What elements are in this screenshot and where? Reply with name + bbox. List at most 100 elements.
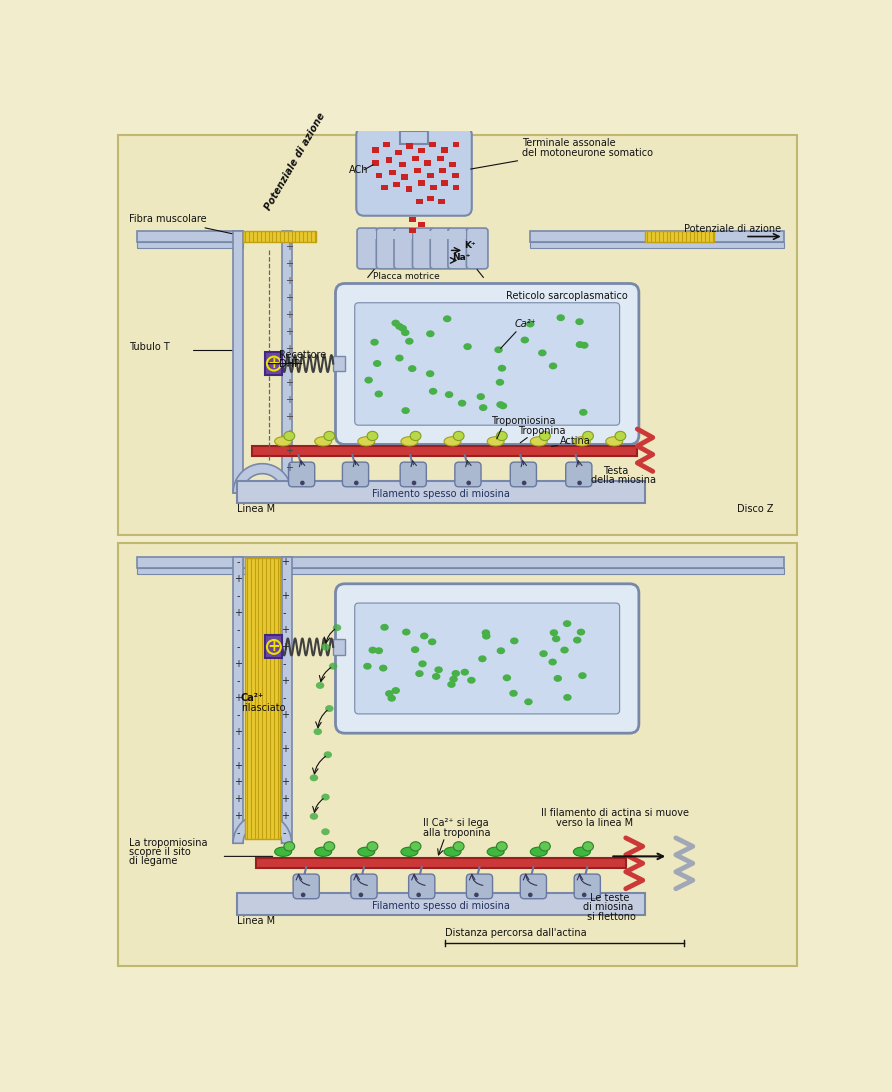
Ellipse shape [497, 431, 508, 440]
Text: +: + [281, 625, 289, 636]
Ellipse shape [540, 842, 550, 851]
Ellipse shape [450, 676, 458, 682]
Ellipse shape [447, 681, 456, 688]
Ellipse shape [368, 842, 378, 851]
Text: +: + [281, 744, 289, 753]
Text: +: + [285, 344, 293, 354]
Bar [381, 185, 388, 190]
Text: Tubulo T: Tubulo T [129, 343, 169, 353]
Ellipse shape [411, 646, 419, 653]
Ellipse shape [428, 639, 436, 645]
Text: Potenziale di azione: Potenziale di azione [263, 111, 327, 212]
Bar [530, 242, 784, 248]
Text: +: + [285, 310, 293, 320]
Bar [414, 168, 421, 174]
Text: +: + [235, 811, 243, 821]
Bar [376, 173, 383, 178]
Text: +: + [285, 429, 293, 439]
Text: ACh: ACh [349, 165, 368, 176]
Text: +: + [281, 778, 289, 787]
Ellipse shape [531, 437, 547, 446]
Bar [372, 161, 378, 166]
Ellipse shape [432, 673, 441, 680]
Bar [417, 199, 424, 204]
Text: +: + [281, 794, 289, 805]
Bar [416, 232, 431, 239]
Bar [389, 169, 395, 175]
Bar [136, 568, 784, 573]
FancyBboxPatch shape [430, 228, 451, 269]
Ellipse shape [315, 437, 332, 446]
Bar [399, 162, 406, 167]
Text: -: - [283, 658, 286, 669]
Bar [645, 232, 714, 242]
Ellipse shape [606, 437, 623, 446]
Text: alla troponina: alla troponina [424, 829, 491, 839]
Text: Terminale assonale: Terminale assonale [522, 139, 615, 149]
Ellipse shape [549, 629, 558, 637]
Circle shape [354, 480, 359, 485]
Ellipse shape [405, 337, 414, 345]
Text: Potenziale di azione: Potenziale di azione [683, 224, 780, 234]
Text: +: + [235, 794, 243, 805]
Circle shape [417, 892, 421, 898]
Text: -: - [236, 828, 240, 839]
Text: Filamento spesso di miosina: Filamento spesso di miosina [372, 901, 510, 911]
Bar [244, 232, 317, 242]
Ellipse shape [375, 648, 383, 654]
Ellipse shape [401, 407, 410, 414]
FancyBboxPatch shape [351, 874, 377, 899]
Bar [451, 173, 458, 178]
Text: +: + [281, 811, 289, 821]
Ellipse shape [494, 346, 503, 353]
Circle shape [577, 480, 582, 485]
Text: +: + [285, 294, 293, 304]
Text: Recettore: Recettore [279, 351, 326, 360]
Text: +: + [285, 378, 293, 388]
Bar [372, 147, 378, 153]
Bar [282, 557, 292, 843]
Ellipse shape [554, 675, 562, 681]
Ellipse shape [380, 624, 389, 631]
Ellipse shape [373, 360, 382, 367]
Text: -: - [236, 744, 240, 753]
FancyBboxPatch shape [566, 462, 592, 487]
Ellipse shape [325, 705, 334, 712]
Ellipse shape [379, 665, 387, 672]
Ellipse shape [315, 847, 332, 856]
Bar [406, 187, 412, 192]
Text: Linea M: Linea M [237, 916, 275, 926]
Ellipse shape [563, 695, 572, 701]
Text: -: - [283, 760, 286, 771]
Bar [360, 232, 376, 239]
Text: +: + [235, 574, 243, 584]
Text: Actina: Actina [560, 436, 591, 446]
Bar [282, 232, 292, 492]
Bar [256, 858, 626, 868]
Ellipse shape [444, 437, 461, 446]
Ellipse shape [324, 431, 334, 440]
Ellipse shape [418, 661, 426, 667]
Text: +: + [281, 676, 289, 686]
Ellipse shape [443, 316, 451, 322]
Ellipse shape [463, 343, 472, 351]
Ellipse shape [540, 431, 550, 440]
Bar [397, 232, 412, 239]
Bar [136, 242, 244, 248]
Text: Disco Z: Disco Z [738, 505, 774, 514]
Ellipse shape [426, 330, 434, 337]
Ellipse shape [321, 794, 330, 800]
Text: +: + [285, 446, 293, 455]
Ellipse shape [487, 437, 504, 446]
Text: +: + [268, 640, 280, 654]
Text: Ca²⁺: Ca²⁺ [514, 319, 536, 330]
Ellipse shape [387, 695, 396, 702]
Ellipse shape [275, 847, 292, 856]
Polygon shape [233, 814, 292, 843]
Text: Tropomiosina: Tropomiosina [491, 416, 556, 426]
Text: +: + [235, 608, 243, 618]
Bar [417, 222, 425, 227]
Ellipse shape [392, 320, 400, 327]
Text: Troponina: Troponina [518, 426, 566, 436]
Ellipse shape [498, 365, 507, 371]
